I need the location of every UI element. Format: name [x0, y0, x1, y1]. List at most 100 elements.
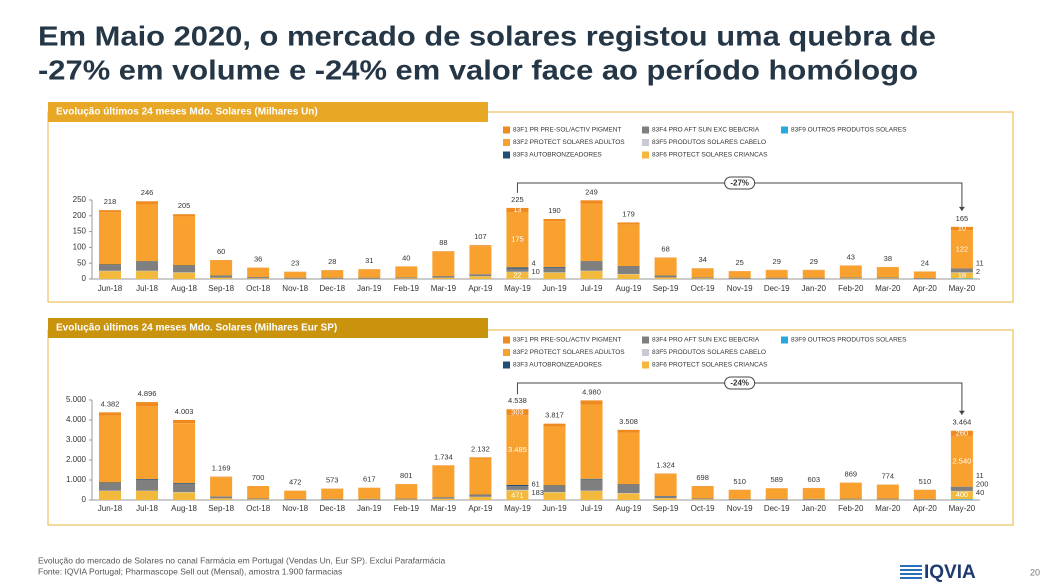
x-tick-label: Jan-20 [802, 284, 827, 293]
bar-segment [765, 278, 788, 279]
panel-border [47, 329, 1014, 526]
total-label: 225 [511, 195, 524, 204]
x-tick-label: Jul-19 [581, 504, 603, 513]
total-label: 29 [810, 257, 818, 266]
x-tick-label: Aug-18 [171, 504, 197, 513]
legend-swatch [503, 139, 510, 146]
legend-label: 83F3 AUTOBRONZEADORES [513, 362, 602, 369]
legend-label: 83F9 OUTROS PRODUTOS SOLARES [791, 337, 907, 344]
legend-label: 83F4 PRO AFT SUN EXC BEB/CRIA [652, 337, 760, 344]
bar-segment [284, 490, 307, 499]
bar-segment [284, 499, 307, 500]
bar-segment [469, 495, 492, 497]
slide-title: -27% em volume e -24% em valor face ao p… [38, 54, 918, 85]
total-label: 31 [365, 256, 373, 265]
total-label: 24 [921, 258, 929, 267]
bar-segment [210, 277, 233, 279]
bar-segment [691, 278, 714, 279]
bar-segment [395, 484, 418, 499]
bar-segment [580, 491, 603, 500]
bar-segment [432, 251, 455, 277]
value-label: 471 [511, 490, 524, 499]
logo-stripe [900, 569, 922, 571]
value-label: 200 [976, 479, 989, 488]
annotation-pill [724, 376, 756, 390]
bar-segment [247, 277, 270, 279]
y-tick-label: 50 [77, 258, 86, 267]
bar-segment [543, 267, 566, 273]
x-tick-label: Nov-18 [282, 504, 308, 513]
bar-segment [136, 261, 159, 271]
bar-segment [950, 430, 973, 436]
bar-segment [432, 277, 455, 279]
y-tick-label: 5.000 [66, 395, 87, 404]
x-tick-label: Jun-18 [98, 284, 123, 293]
bar-segment [99, 412, 121, 416]
total-label: 88 [439, 238, 447, 247]
total-label: 3.817 [545, 411, 564, 420]
bar-segment [136, 271, 159, 279]
bar-segment [358, 269, 381, 278]
bar-segment [210, 260, 233, 276]
legend-label: 83F4 PRO AFT SUN EXC BEB/CRIA [652, 127, 760, 134]
bar-segment [728, 271, 751, 278]
y-tick-label: 4.000 [66, 415, 87, 424]
bar-segment [950, 268, 973, 273]
total-label: 29 [773, 257, 781, 266]
bar-segment [210, 260, 233, 261]
bar-segment [432, 276, 455, 278]
x-tick-label: Jul-18 [136, 504, 158, 513]
bar-segment [543, 221, 566, 267]
bar-segment [506, 409, 529, 416]
bar-segment [839, 482, 862, 499]
bar-segment [284, 272, 307, 278]
total-label: 68 [661, 244, 669, 253]
value-label: 4 [531, 258, 535, 267]
bar-segment [839, 498, 862, 500]
x-tick-label: Nov-19 [727, 504, 753, 513]
total-label: 4.980 [582, 387, 601, 396]
logo-stripe [900, 577, 922, 579]
bar-segment [358, 499, 381, 500]
total-label: 38 [884, 254, 892, 263]
annotation: -24% [730, 379, 749, 388]
bar-segment [506, 490, 529, 500]
bar-segment [99, 482, 121, 483]
bar-segment [395, 278, 418, 279]
bar-segment [950, 226, 973, 231]
x-tick-label: Oct-18 [246, 504, 271, 513]
total-label: 246 [141, 188, 154, 197]
bar-segment [617, 485, 640, 493]
bar-segment [247, 278, 270, 279]
total-label: 869 [845, 470, 858, 479]
bar-segment [839, 277, 862, 279]
bar-segment [654, 496, 677, 499]
bar-segment [543, 426, 566, 486]
total-label: 25 [736, 258, 744, 267]
x-tick-label: Jun-18 [98, 504, 123, 513]
bar-segment [173, 483, 196, 484]
bar-segment [395, 266, 418, 278]
x-tick-label: Jan-20 [802, 504, 827, 513]
bar-segment [99, 210, 121, 213]
bar-segment [432, 498, 455, 500]
value-label: 2 [976, 267, 980, 276]
legend-label: 83F2 PROTECT SOLARES ADULTOS [513, 139, 625, 146]
total-label: 573 [326, 476, 339, 485]
bar-segment [173, 266, 196, 273]
bar-segment [210, 477, 233, 497]
bar-segment [543, 485, 566, 486]
value-label: 22 [513, 271, 521, 280]
legend-label: 83F6 PROTECT SOLARES CRIANCAS [652, 152, 768, 159]
bar-segment [876, 484, 899, 499]
legend-label: 83F2 PROTECT SOLARES ADULTOS [513, 349, 625, 356]
bar-segment [802, 488, 825, 499]
bar-segment [617, 484, 640, 485]
annotation: -27% [730, 179, 749, 188]
x-tick-label: Nov-19 [727, 284, 753, 293]
bar-segment [469, 246, 492, 275]
x-tick-label: Sep-18 [208, 284, 234, 293]
bar-segment [506, 486, 529, 490]
value-label: 61 [531, 479, 539, 488]
